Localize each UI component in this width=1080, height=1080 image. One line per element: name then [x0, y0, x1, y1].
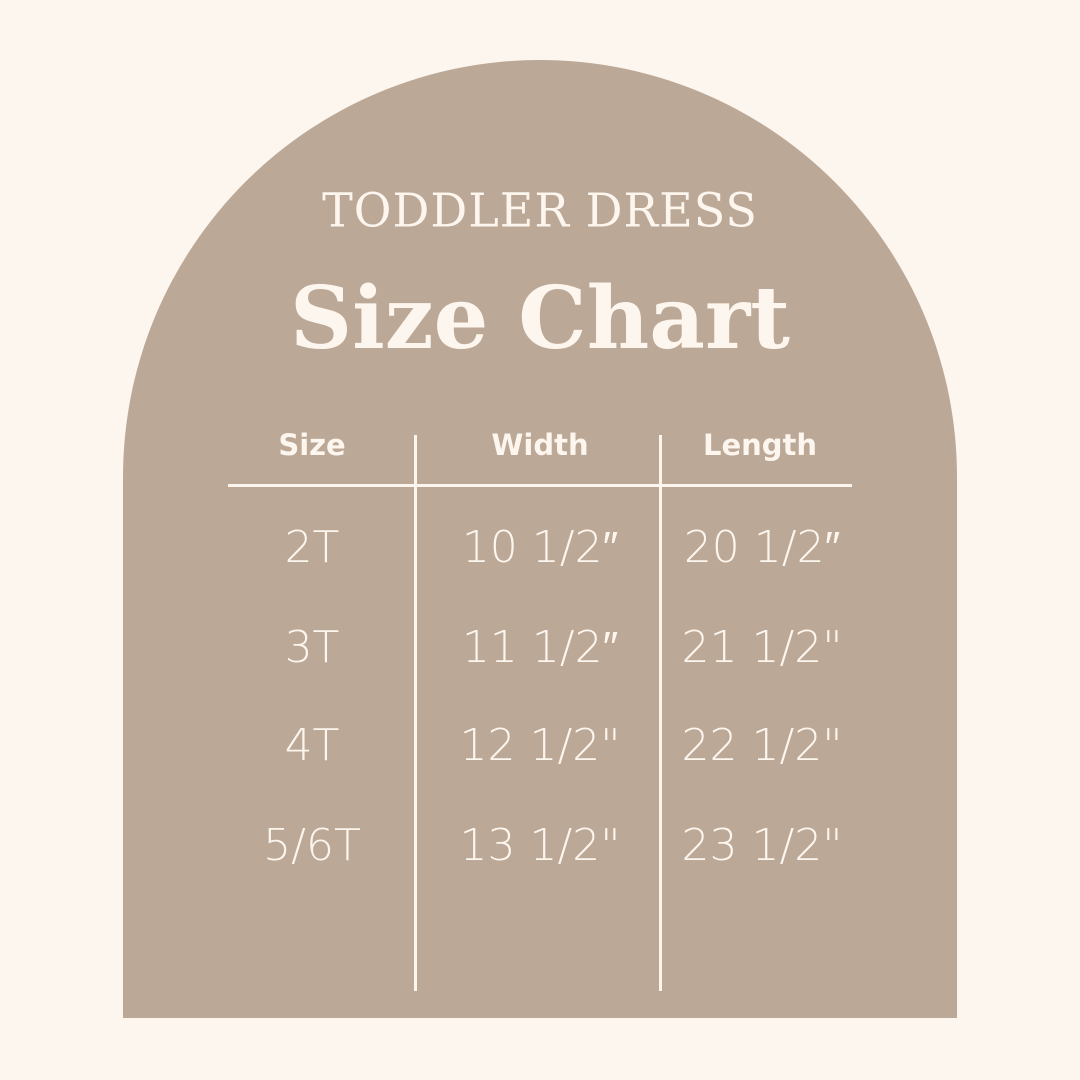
cell-length: 23 1/2" [681, 820, 843, 871]
cell-length: 20 1/2″ [683, 522, 841, 573]
page-title: Size Chart [289, 268, 790, 369]
cell-width: 11 1/2″ [461, 622, 619, 673]
column-divider-2 [659, 435, 662, 991]
cell-width: 12 1/2" [459, 720, 621, 771]
header-divider [228, 484, 852, 487]
cell-length: 22 1/2" [681, 720, 843, 771]
cell-size: 2T [284, 522, 340, 573]
cell-width: 13 1/2" [459, 820, 621, 871]
cell-size: 5/6T [263, 820, 361, 871]
cell-size: 3T [284, 622, 340, 673]
header-width: Width [491, 428, 589, 462]
header-length: Length [702, 428, 818, 462]
column-divider-1 [414, 435, 417, 991]
cell-length: 21 1/2" [681, 622, 843, 673]
cell-size: 4T [284, 720, 340, 771]
eyebrow-title: TODDLER DRESS [322, 182, 758, 238]
arch-background [123, 60, 957, 1018]
header-size: Size [278, 428, 346, 462]
cell-width: 10 1/2″ [461, 522, 619, 573]
